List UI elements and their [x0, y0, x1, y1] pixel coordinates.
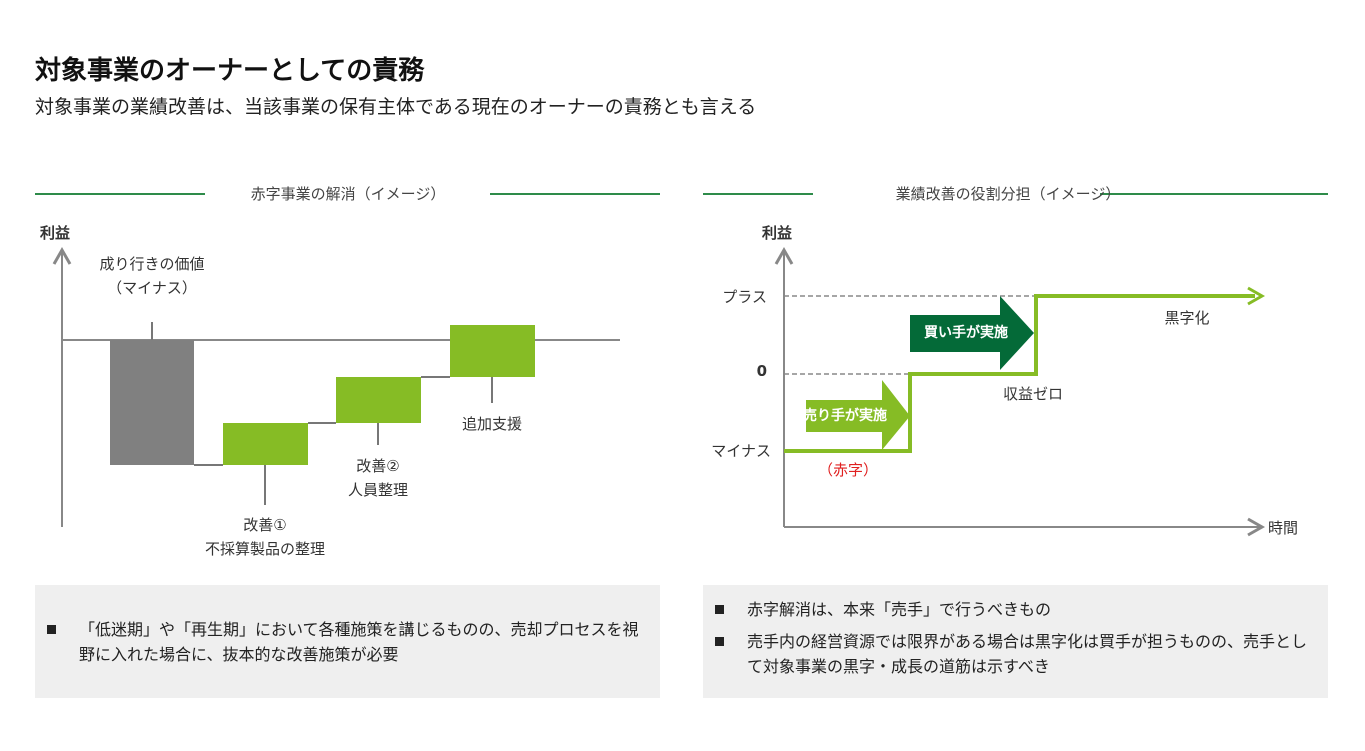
bullet-icon	[47, 625, 56, 634]
bullet-icon	[715, 605, 724, 614]
page-title: 対象事業のオーナーとしての責務	[35, 56, 425, 86]
deficit-label: （赤字）	[817, 461, 879, 479]
right-section-title: 業績改善の役割分担（イメージ）	[895, 185, 1121, 203]
improvement-2-bar	[336, 377, 421, 423]
left-y-axis-label: 利益	[40, 224, 71, 242]
bullet-item: 「低迷期」や「再生期」において各種施策を講じるものの、売却プロセスを視野に入れた…	[47, 617, 647, 667]
zero-profit-label: 収益ゼロ	[1002, 385, 1064, 403]
bullet-icon	[715, 637, 724, 646]
divider	[490, 193, 660, 195]
level-plus: プラス	[722, 288, 767, 306]
additional-support-label: 追加支援	[461, 415, 523, 433]
divider	[1100, 193, 1328, 195]
bullet-item: 赤字解消は、本来「売手」で行うべきもの	[715, 597, 1315, 622]
bullet-item: 売手内の経営資源では限界がある場合は黒字化は買手が担うものの、売手として対象事業…	[715, 629, 1315, 679]
improvement-1-label: 改善① 不採算製品の整理	[204, 516, 326, 558]
base-label: 成り行きの価値 （マイナス）	[99, 255, 205, 297]
profit-step-line	[784, 294, 1255, 453]
right-y-axis-label: 利益	[762, 224, 793, 242]
divider	[35, 193, 205, 195]
page-subtitle: 対象事業の業績改善は、当該事業の保有主体である現在のオーナーの責務とも言える	[35, 96, 757, 118]
additional-support-bar	[450, 325, 535, 377]
buyer-arrow-label: 買い手が実施	[924, 325, 1008, 341]
x-axis-label: 時間	[1268, 519, 1299, 537]
divider	[703, 193, 813, 195]
improvement-1-bar	[223, 423, 308, 465]
left-section-title: 赤字事業の解消（イメージ）	[250, 185, 446, 203]
left-note-box: 「低迷期」や「再生期」において各種施策を講じるものの、売却プロセスを視野に入れた…	[35, 585, 660, 698]
improvement-2-label: 改善② 人員整理	[347, 457, 409, 499]
level-minus: マイナス	[711, 442, 771, 460]
seller-arrow-label: 売り手が実施	[803, 408, 887, 424]
arrowhead-icon	[1247, 286, 1266, 306]
right-note-box: 赤字解消は、本来「売手」で行うべきもの 売手内の経営資源では限界がある場合は黒字…	[703, 585, 1328, 698]
level-zero: 0	[756, 362, 767, 380]
buyer-arrow	[910, 296, 1034, 370]
seller-arrow	[806, 380, 910, 450]
profitable-label: 黒字化	[1164, 309, 1210, 327]
base-value-bar	[110, 340, 194, 465]
